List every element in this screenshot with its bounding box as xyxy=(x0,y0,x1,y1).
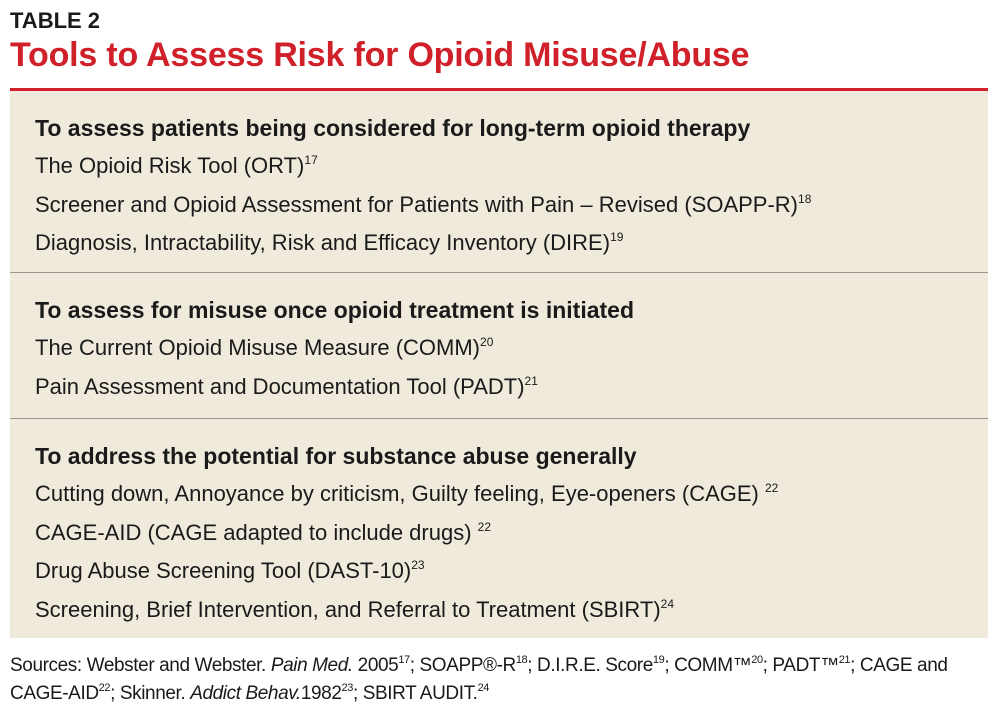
table-label: TABLE 2 xyxy=(10,8,101,33)
list-item: CAGE-AID (CAGE adapted to include drugs)… xyxy=(35,519,492,545)
list-item: Drug Abuse Screening Tool (DAST-10)23 xyxy=(35,558,425,583)
list-item: Screening, Brief Intervention, and Refer… xyxy=(35,596,675,622)
list-item: Pain Assessment and Documentation Tool (… xyxy=(35,373,538,399)
section-substance-abuse: To address the potential for substance a… xyxy=(10,419,988,629)
list-item: The Opioid Risk Tool (ORT)17 xyxy=(35,153,318,178)
section-long-term-therapy: To assess patients being considered for … xyxy=(10,91,988,273)
list-item: Screener and Opioid Assessment for Patie… xyxy=(35,191,812,217)
table-panel: To assess patients being considered for … xyxy=(10,88,988,638)
sources-footnote: Sources: Webster and Webster. Pain Med. … xyxy=(10,654,948,705)
list-item: Diagnosis, Intractability, Risk and Effi… xyxy=(35,230,624,255)
section-heading: To address the potential for substance a… xyxy=(35,443,637,469)
list-item: The Current Opioid Misuse Measure (COMM)… xyxy=(35,335,494,360)
section-heading: To assess for misuse once opioid treatme… xyxy=(35,297,634,323)
section-misuse-after-initiation: To assess for misuse once opioid treatme… xyxy=(10,273,988,419)
table-title: Tools to Assess Risk for Opioid Misuse/A… xyxy=(10,36,750,74)
list-item: Cutting down, Annoyance by criticism, Gu… xyxy=(35,481,779,506)
section-heading: To assess patients being considered for … xyxy=(35,115,751,141)
